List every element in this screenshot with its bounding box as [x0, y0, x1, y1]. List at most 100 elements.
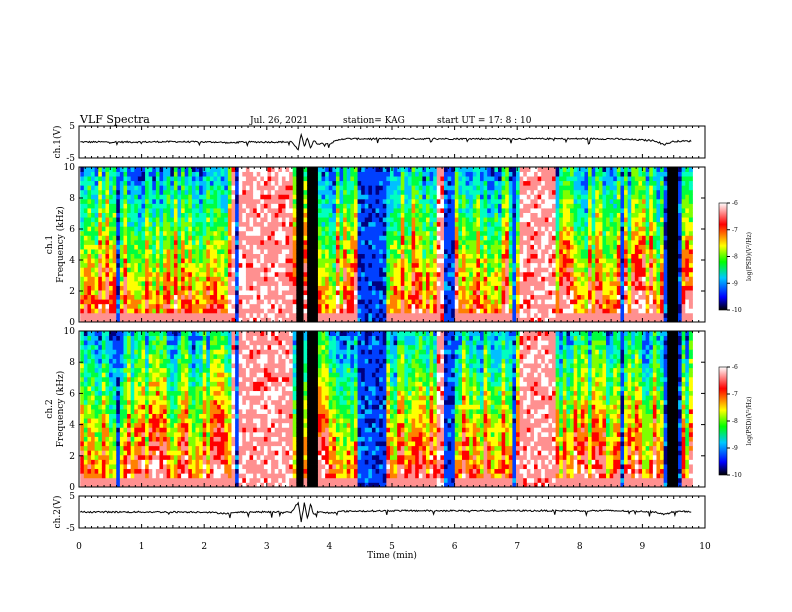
spectrogram-cell: [447, 312, 452, 318]
spectrogram-cell: [418, 299, 423, 305]
spectrogram-cell: [109, 198, 114, 204]
spectrogram-cell: [148, 299, 153, 305]
spectrogram-cell: [123, 244, 128, 250]
spectrogram-cell: [436, 317, 441, 323]
spectrogram-cell: [458, 271, 463, 277]
spectrogram-cell: [537, 230, 542, 236]
spectrogram-cell: [566, 198, 571, 204]
spectrogram-cell: [494, 235, 499, 241]
spectrogram-cell: [119, 208, 124, 213]
spectrogram-cell: [498, 239, 503, 245]
spectrogram-cell: [231, 294, 236, 300]
spectrogram-cell: [263, 294, 268, 300]
spectrogram-cell: [537, 271, 542, 277]
spectrogram-cell: [123, 308, 128, 314]
spectrogram-cell: [407, 285, 412, 291]
spectrogram-cell: [501, 290, 506, 296]
spectrogram-cell: [451, 235, 456, 241]
spectrogram-cell: [584, 299, 589, 305]
spectrogram-cell: [332, 299, 337, 305]
spectrogram-cell: [483, 262, 488, 268]
spectrogram-cell: [400, 312, 405, 318]
spectrogram-cell: [559, 221, 564, 227]
spectrogram-cell: [508, 235, 513, 241]
spectrogram-cell: [137, 249, 142, 255]
spectrogram-cell: [199, 294, 204, 300]
spectrogram-cell: [101, 317, 106, 323]
spectrogram-cell: [404, 198, 409, 204]
spectrogram-cell: [516, 171, 521, 177]
spectrogram-cell: [346, 221, 351, 227]
spectrogram-cell: [303, 290, 308, 296]
spectrogram-cell: [184, 249, 189, 255]
spectrogram-cell: [555, 290, 560, 296]
spectrogram-cell: [292, 308, 297, 314]
spectrogram-cell: [516, 203, 521, 209]
spectrogram-cell: [407, 294, 412, 300]
spectrogram-cell: [145, 230, 150, 236]
spectrogram-cell: [116, 212, 121, 218]
spectrogram-cell: [339, 285, 344, 291]
spectrogram-cell: [487, 212, 492, 218]
spectrogram-cell: [382, 239, 387, 245]
spectrogram-cell: [173, 312, 178, 318]
spectrogram-cell: [440, 312, 445, 318]
spectrogram-cell: [249, 235, 254, 241]
spectrogram-cell: [465, 198, 470, 204]
spectrogram-cell: [209, 171, 214, 177]
spectrogram-cell: [303, 253, 308, 259]
spectrogram-cell: [505, 271, 510, 277]
spectrogram-cell: [166, 312, 171, 318]
spectrogram-cell: [242, 171, 247, 177]
spectrogram-cell: [512, 212, 517, 218]
spectrogram-cell: [530, 253, 535, 259]
spectrogram-cell: [202, 212, 207, 218]
spectrogram-cell: [490, 276, 495, 282]
spectrogram-cell: [267, 194, 272, 200]
spectrogram-cell: [206, 267, 211, 273]
spectrogram-cell: [145, 253, 150, 259]
spectrogram-cell: [501, 226, 506, 232]
spectrogram-cell: [112, 312, 117, 318]
spectrogram-cell: [238, 167, 243, 172]
spectrogram-cell: [177, 276, 182, 282]
spectrogram-cell: [235, 235, 240, 241]
spectrogram-cell: [429, 194, 434, 200]
spectrogram-cell: [317, 308, 322, 314]
spectrogram-cell: [206, 180, 211, 186]
spectrogram-cell: [555, 253, 560, 259]
spectrogram-cell: [461, 230, 466, 236]
spectrogram-cell: [130, 285, 135, 291]
spectrogram-cell: [537, 221, 542, 227]
spectrogram-cell: [202, 221, 207, 227]
spectrogram-cell: [91, 185, 96, 191]
spectrogram-cell: [584, 230, 589, 236]
spectrogram-cell: [559, 312, 564, 318]
spectrogram-cell: [325, 185, 330, 191]
spectrogram-cell: [339, 230, 344, 236]
spectrogram-cell: [231, 230, 236, 236]
spectrogram-cell: [119, 189, 124, 195]
spectrogram-cell: [242, 176, 247, 182]
spectrogram-cell: [447, 180, 452, 186]
spectrogram-cell: [285, 299, 290, 305]
spectrogram-cell: [263, 299, 268, 305]
spectrogram-cell: [105, 285, 110, 291]
spectrogram-cell: [454, 308, 459, 314]
spectrogram-cell: [177, 280, 182, 286]
spectrogram-cell: [317, 189, 322, 195]
spectrogram-cell: [443, 185, 448, 191]
spectrogram-cell: [123, 185, 128, 191]
spectrogram-cell: [339, 221, 344, 227]
spectrogram-cell: [130, 176, 135, 182]
spectrogram-cell: [552, 176, 557, 182]
spectrogram-cell: [231, 312, 236, 318]
spectrogram-cell: [274, 271, 279, 277]
spectrogram-cell: [148, 280, 153, 286]
spectrogram-cell: [213, 180, 218, 186]
spectrogram-cell: [296, 253, 301, 259]
spectrogram-cell: [148, 167, 153, 172]
spectrogram-cell: [238, 258, 243, 264]
spectrogram-cell: [400, 280, 405, 286]
spectrogram-cell: [116, 167, 121, 172]
